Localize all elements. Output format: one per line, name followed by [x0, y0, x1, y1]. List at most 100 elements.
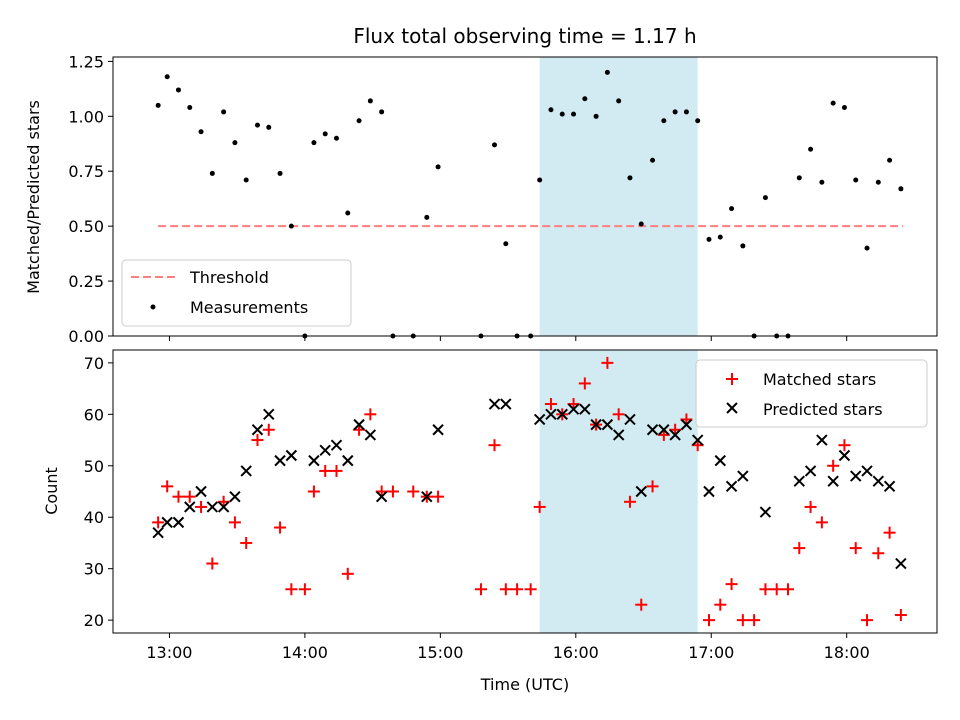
predicted-stars-point [635, 485, 647, 498]
predicted-stars-point [556, 408, 568, 421]
measurement-point [209, 170, 215, 176]
predicted-stars-point [680, 418, 693, 431]
predicted-stars-point [601, 418, 614, 431]
matched-stars-point [782, 583, 795, 596]
bottom-y-tick-label: 40 [84, 508, 104, 527]
measurement-point [887, 157, 893, 163]
matched-stars-point [474, 583, 487, 596]
measurement-point [729, 206, 735, 212]
bottom-y-label: Count [42, 467, 61, 515]
matched-stars-point [488, 439, 501, 452]
measurement-point [796, 175, 802, 181]
bottom-panel: 20 30 40 50 60 70 13:00 14:00 15:00 16:00 17:00 18… [42, 349, 938, 694]
measurement-point [311, 140, 317, 146]
matched-stars-point [578, 377, 591, 390]
predicted-stars-point [319, 444, 331, 457]
measurement-point [155, 102, 161, 108]
matched-stars-point [307, 485, 320, 498]
matched-stars-point [793, 542, 806, 555]
predicted-stars-point [691, 434, 704, 446]
predicted-stars-point [421, 490, 433, 503]
top-panel: 0.00 0.25 0.50 0.75 1.00 1.25 Flux total obse… [24, 24, 938, 346]
predicted-stars-point [263, 408, 275, 421]
matched-stars-point [172, 490, 185, 503]
bottom-x-tick-label: 17:00 [688, 643, 734, 662]
bottom-x-label: Time (UTC) [480, 675, 569, 694]
measurement-point [492, 142, 498, 148]
measurement-point [683, 109, 689, 115]
predicted-stars-point [714, 454, 726, 467]
matched-stars-point [228, 516, 241, 529]
matched-stars-point [432, 490, 445, 503]
matched-stars-point [635, 598, 648, 611]
matched-stars-point [407, 485, 420, 498]
matched-stars-point [849, 542, 862, 555]
measurement-point [503, 241, 509, 247]
predicted-stars-point [816, 434, 828, 446]
measurement-point [175, 87, 181, 93]
matched-stars-point [646, 480, 659, 493]
predicted-stars-point [364, 429, 377, 441]
legend-predicted-label: Predicted stars [763, 400, 883, 419]
matched-stars-point [544, 398, 557, 411]
predicted-stars-point [624, 413, 636, 426]
measurement-point [853, 177, 859, 183]
matched-stars-point [152, 516, 165, 529]
legend-measurements-swatch [150, 304, 156, 310]
matched-stars-point [861, 614, 874, 627]
measurement-point [706, 236, 712, 242]
top-y-tick-label: 0.00 [68, 327, 104, 346]
legend-predicted-swatch [726, 402, 738, 414]
measurement-point [672, 109, 678, 115]
bottom-series-layer [152, 356, 907, 627]
bottom-shaded-interval [539, 350, 698, 633]
matched-stars-point [183, 490, 196, 503]
predicted-stars-point [883, 480, 896, 493]
predicted-stars-point [646, 424, 659, 436]
measurement-point [277, 170, 283, 176]
predicted-stars-point [217, 501, 230, 513]
predicted-stars-point [195, 485, 207, 498]
predicted-stars-point [658, 424, 670, 436]
measurement-point [379, 109, 385, 115]
predicted-stars-point [285, 449, 298, 462]
matched-stars-point [298, 583, 311, 596]
measurement-point [841, 105, 847, 111]
predicted-stars-point [240, 465, 252, 477]
legend-matched-label: Matched stars [763, 370, 876, 389]
predicted-stars-point [669, 429, 681, 441]
predicted-stars-point [488, 398, 501, 410]
bottom-y-tick-label: 30 [84, 560, 104, 579]
bottom-x-tick-label: 14:00 [282, 643, 328, 662]
predicted-stars-point [590, 418, 602, 431]
matched-stars-point [827, 459, 840, 472]
bottom-y-tick-label: 20 [84, 611, 104, 630]
bottom-y-tick-label: 70 [84, 354, 104, 373]
measurement-point [221, 109, 227, 115]
measurement-point [559, 111, 565, 117]
measurement-point [537, 177, 543, 183]
measurement-point [266, 124, 272, 130]
measurement-point [695, 118, 701, 124]
predicted-stars-point [827, 475, 839, 487]
matched-stars-point [499, 583, 512, 596]
top-y-tick-label: 0.50 [68, 217, 104, 236]
measurement-point [187, 105, 193, 111]
top-axes-frame [112, 56, 938, 337]
measurement-point [604, 69, 610, 75]
matched-stars-point [364, 408, 377, 421]
matched-stars-point [161, 480, 174, 493]
predicted-stars-point [184, 501, 196, 513]
predicted-stars-point [251, 424, 264, 436]
bottom-y-tick-label: 60 [84, 405, 104, 424]
top-shaded-interval [539, 57, 698, 336]
measurement-point [808, 146, 814, 152]
top-legend: Threshold Measurements [121, 259, 352, 327]
measurement-point [333, 135, 339, 141]
top-y-label: Matched/Predicted stars [24, 100, 43, 294]
bottom-legend-box [695, 359, 928, 428]
predicted-stars-point [737, 470, 749, 482]
predicted-stars-point [353, 418, 365, 431]
matched-stars-point [838, 439, 851, 452]
